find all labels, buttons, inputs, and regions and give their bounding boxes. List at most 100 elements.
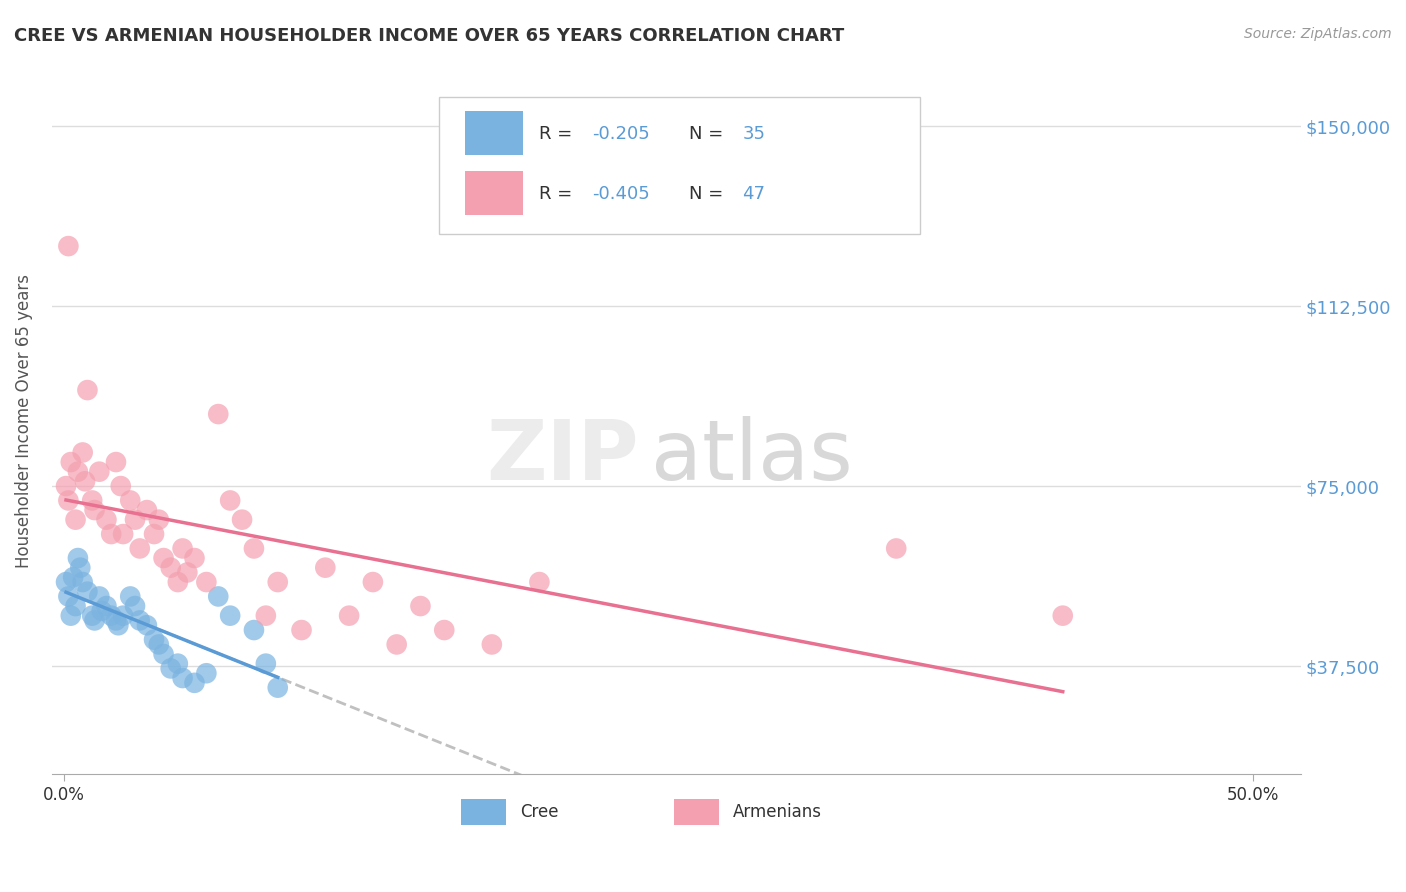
FancyBboxPatch shape [461,799,506,825]
FancyBboxPatch shape [465,171,523,215]
Point [148,637,170,651]
Point [66,551,89,566]
Point [65,513,87,527]
Point [195,666,218,681]
Point [112,527,135,541]
Text: ZIP: ZIP [486,416,638,497]
Point [62,570,84,584]
Point [100,608,122,623]
Point [207,590,229,604]
Point [69,560,91,574]
Point [172,541,194,556]
Point [337,608,360,623]
Point [73,475,96,489]
Point [884,541,907,556]
Point [59,608,82,623]
Point [83,503,105,517]
Point [267,575,290,590]
FancyBboxPatch shape [465,111,523,154]
Point [409,599,432,613]
Point [314,560,336,574]
Point [96,513,118,527]
Point [159,661,181,675]
Point [143,632,166,647]
Point [124,513,146,527]
Text: Armenians: Armenians [733,803,821,822]
Y-axis label: Householder Income Over 65 years: Householder Income Over 65 years [15,274,32,568]
Point [231,513,253,527]
Point [176,566,198,580]
Point [159,560,181,574]
Text: N =: N = [689,125,728,143]
Point [66,465,89,479]
Point [290,623,312,637]
Point [90,604,112,618]
Point [135,618,157,632]
Point [72,575,94,590]
Text: -0.405: -0.405 [592,186,650,203]
Point [148,513,170,527]
Point [82,493,104,508]
Point [385,637,408,651]
Point [104,614,127,628]
Point [529,575,551,590]
Text: N =: N = [689,186,728,203]
Point [112,608,135,623]
Point [76,383,98,397]
Point [361,575,384,590]
Point [82,608,104,623]
Point [183,676,205,690]
Text: 35: 35 [742,125,765,143]
Point [65,599,87,613]
FancyBboxPatch shape [673,799,718,825]
Point [89,465,111,479]
Point [128,541,150,556]
Text: atlas: atlas [651,416,853,497]
Point [254,608,277,623]
Point [55,479,77,493]
Point [195,575,218,590]
Point [120,590,142,604]
Point [72,445,94,459]
Text: R =: R = [538,186,578,203]
Point [55,575,77,590]
Point [110,479,132,493]
Text: 47: 47 [742,186,765,203]
Point [76,584,98,599]
Point [1052,608,1074,623]
Point [96,599,118,613]
Point [59,455,82,469]
Text: Cree: Cree [520,803,558,822]
Point [107,618,129,632]
Point [58,590,80,604]
Point [207,407,229,421]
Point [120,493,142,508]
Point [481,637,503,651]
Point [166,575,188,590]
Point [58,493,80,508]
Point [104,455,127,469]
Point [124,599,146,613]
Point [172,671,194,685]
Point [135,503,157,517]
Text: CREE VS ARMENIAN HOUSEHOLDER INCOME OVER 65 YEARS CORRELATION CHART: CREE VS ARMENIAN HOUSEHOLDER INCOME OVER… [14,27,845,45]
Point [152,551,174,566]
Point [58,239,80,253]
Point [183,551,205,566]
Text: Source: ZipAtlas.com: Source: ZipAtlas.com [1244,27,1392,41]
Point [128,614,150,628]
Point [254,657,277,671]
Point [433,623,456,637]
Text: R =: R = [538,125,578,143]
Point [166,657,188,671]
FancyBboxPatch shape [439,96,920,235]
Point [267,681,290,695]
Point [243,623,266,637]
Point [100,527,122,541]
Point [143,527,166,541]
Point [89,590,111,604]
Point [219,493,242,508]
Point [243,541,266,556]
Point [83,614,105,628]
Point [152,647,174,661]
